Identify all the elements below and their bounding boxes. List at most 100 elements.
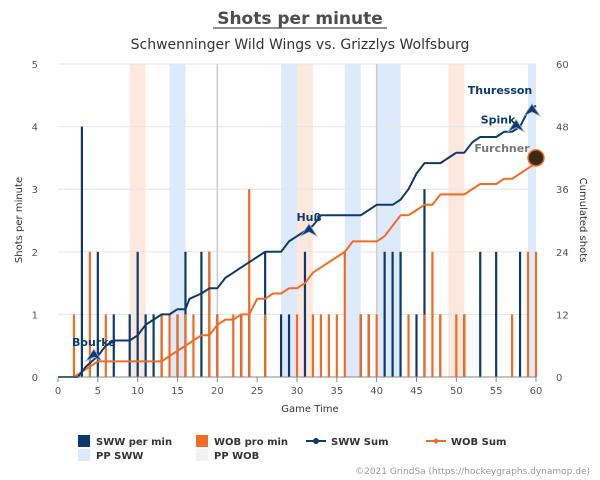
sww-bar xyxy=(303,251,307,377)
x-tick-label: 15 xyxy=(171,386,184,397)
wob-bar xyxy=(311,314,315,377)
cumulative-lines xyxy=(58,104,537,378)
sww-bar xyxy=(518,251,522,377)
y-left-tick-label: 2 xyxy=(32,248,38,259)
wob-bar xyxy=(192,314,195,377)
legend-marker-sww-sum xyxy=(313,438,319,444)
x-tick-label: 55 xyxy=(490,386,503,397)
sww-bar xyxy=(136,251,139,377)
sww-bar xyxy=(200,251,203,377)
wob-bar xyxy=(407,314,410,377)
x-tick-label: 30 xyxy=(291,386,304,397)
goal-logo-icon xyxy=(84,348,104,363)
y-right-tick-label: 48 xyxy=(556,123,569,134)
x-axis-label: Game Time xyxy=(281,404,338,415)
x-tick-label: 35 xyxy=(330,386,343,397)
y-right-tick-label: 36 xyxy=(556,185,569,196)
y-left-tick-label: 1 xyxy=(32,310,38,321)
y-left-tick-label: 5 xyxy=(32,60,38,71)
credit-text: ©2021 GrindSa (https://hockeygraphs.dyna… xyxy=(355,467,590,477)
x-tick-label: 25 xyxy=(251,386,264,397)
goal-logo-icon xyxy=(299,223,319,237)
wob-bar xyxy=(216,314,219,377)
y-left-tick-label: 0 xyxy=(32,373,38,384)
legend-swatch-sww-bar xyxy=(78,435,90,447)
wob-bar xyxy=(335,314,338,377)
goal-label: Spink xyxy=(481,114,516,127)
wob-bar xyxy=(423,314,426,377)
wob-bar xyxy=(319,314,322,377)
sww-bar xyxy=(479,251,482,377)
x-tick-label: 10 xyxy=(131,386,144,397)
y-left-tick-label: 3 xyxy=(32,185,38,196)
legend-label-wob-sum: WOB Sum xyxy=(451,437,506,448)
y-right-tick-label: 24 xyxy=(556,248,569,259)
wob-bar xyxy=(534,251,538,377)
sww-bar xyxy=(391,251,394,377)
goal-logo-icon xyxy=(506,118,526,133)
pp-sww-band xyxy=(281,64,297,377)
legend-label-sww-sum: SWW Sum xyxy=(331,437,389,448)
wob-bar xyxy=(248,189,251,377)
wob-bar xyxy=(526,251,530,377)
goal-label: Huß xyxy=(296,211,321,224)
legend-marker-wob-sum xyxy=(433,438,439,444)
y-left-tick-label: 4 xyxy=(32,123,38,134)
goal-label: Furchner xyxy=(474,142,530,155)
sww-bar xyxy=(96,251,99,377)
wob-bar xyxy=(88,251,91,377)
pp-sww-band xyxy=(344,64,361,377)
sww-bar xyxy=(423,189,426,377)
wob-bar xyxy=(327,314,330,377)
chart-title: Shots per minute xyxy=(217,9,383,29)
y-right-tick-label: 60 xyxy=(556,60,569,71)
legend-label-pp-sww: PP SWW xyxy=(96,451,143,462)
legend-swatch-pp-sww xyxy=(78,449,90,461)
wob-bar xyxy=(176,314,179,377)
sww-bar xyxy=(144,314,147,377)
sww-bar xyxy=(399,251,402,377)
goal-logo-icon xyxy=(522,103,542,117)
legend-swatch-wob-bar xyxy=(196,435,208,447)
goal-logo-icon xyxy=(527,149,545,167)
legend-label-pp-wob: PP WOB xyxy=(214,451,259,462)
x-tick-label: 20 xyxy=(211,386,224,397)
x-tick-label: 40 xyxy=(370,386,383,397)
sww-bar xyxy=(383,251,386,377)
wob-bar xyxy=(208,251,211,377)
wob-bar xyxy=(367,314,370,377)
sww-bar xyxy=(415,314,418,377)
sww-bar xyxy=(279,314,283,377)
wob-bar xyxy=(375,314,378,377)
wob-bar xyxy=(264,314,267,377)
wob-bar xyxy=(455,314,458,377)
sww-bar xyxy=(287,314,291,377)
power-play-bands xyxy=(129,64,536,377)
pp-wob-band xyxy=(448,64,465,377)
pp-wob-band xyxy=(297,64,313,377)
goal-label: Bourke xyxy=(72,336,116,349)
goal-label: Thuresson xyxy=(468,84,533,97)
wob-bar xyxy=(240,314,243,377)
legend-label-wob-bar: WOB pro min xyxy=(214,437,288,448)
pp-sww-band xyxy=(169,64,186,377)
sww-bar xyxy=(495,251,498,377)
wob-bar xyxy=(343,251,346,377)
pp-sww-band xyxy=(376,64,401,377)
wob-bar xyxy=(431,251,434,377)
y-axis-left-label: Shots per minute xyxy=(14,177,25,263)
wob-bar xyxy=(439,314,442,377)
wob-bar xyxy=(168,314,171,377)
wob-bar xyxy=(232,314,235,377)
wob-bar xyxy=(160,314,163,377)
legend-swatch-pp-wob xyxy=(196,449,208,461)
wob-sum-line xyxy=(58,162,537,378)
legend-label-sww-bar: SWW per min xyxy=(96,437,172,448)
x-tick-label: 50 xyxy=(450,386,463,397)
wob-bar xyxy=(72,314,76,377)
wob-bar xyxy=(463,314,466,377)
sww-bar xyxy=(80,126,83,377)
wob-bar xyxy=(511,314,514,377)
